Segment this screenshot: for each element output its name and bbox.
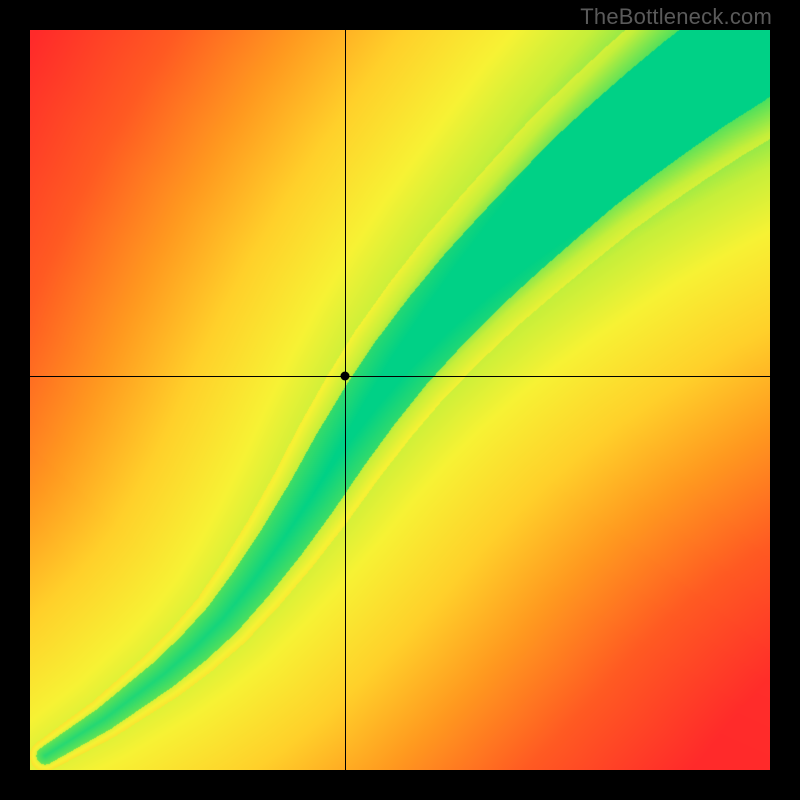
chart-container: TheBottleneck.com bbox=[0, 0, 800, 800]
plot-area bbox=[30, 30, 770, 770]
heatmap-canvas bbox=[30, 30, 770, 770]
crosshair-horizontal bbox=[30, 376, 770, 377]
watermark-text: TheBottleneck.com bbox=[580, 4, 772, 30]
crosshair-vertical bbox=[345, 30, 346, 770]
marker-dot bbox=[340, 371, 349, 380]
